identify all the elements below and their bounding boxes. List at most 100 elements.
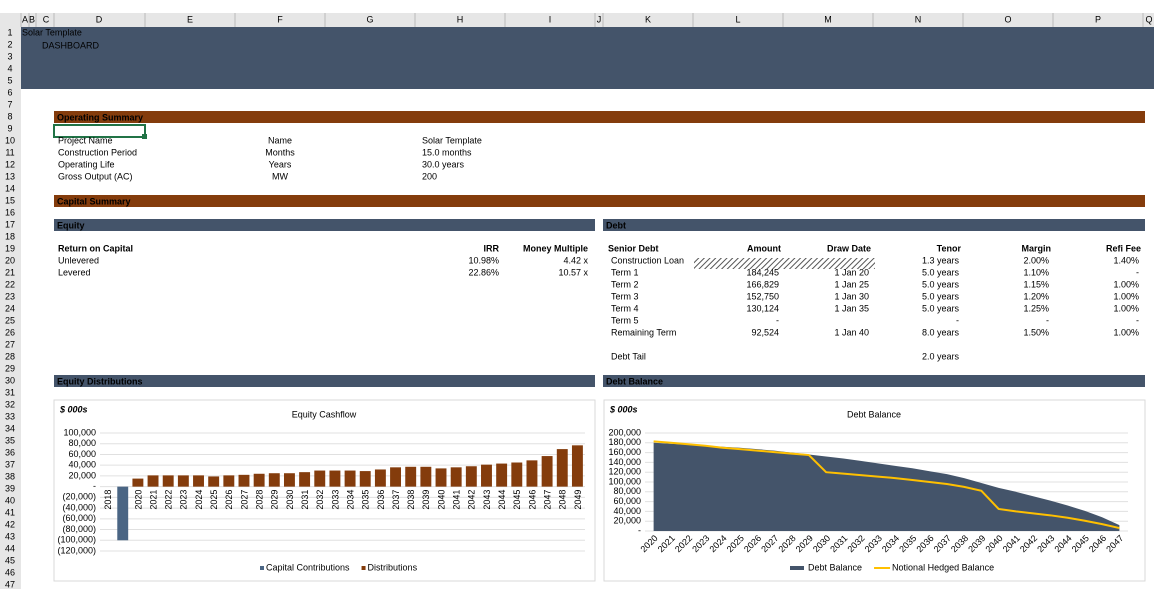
cell-text: 1.20% <box>1023 291 1049 301</box>
column-header: B <box>29 14 35 24</box>
cell-text: Remaining Term <box>611 327 676 337</box>
row-header: 24 <box>5 303 15 313</box>
x-tick-label: 2035 <box>361 490 371 510</box>
x-tick-label: 2029 <box>270 490 280 510</box>
y-tick-label: 20,000 <box>613 516 641 526</box>
column-header: E <box>187 14 193 24</box>
section-bar <box>54 111 1145 123</box>
cell-text: - <box>1136 267 1139 277</box>
bar <box>283 473 295 487</box>
bar <box>465 466 477 487</box>
row-header: 39 <box>5 483 15 493</box>
cell-text: 2.00% <box>1023 255 1049 265</box>
cell-text: Unlevered <box>58 255 99 265</box>
row-header: 15 <box>5 195 15 205</box>
table-title: Return on Capital <box>58 243 133 253</box>
y-tick-label: (100,000) <box>57 535 96 545</box>
section-heading: Equity Distributions <box>57 376 143 386</box>
row-header: 34 <box>5 423 15 433</box>
bar <box>177 475 189 487</box>
y-tick-label: 60,000 <box>613 496 641 506</box>
cell-text: 10.98% <box>468 255 499 265</box>
column-header: Q <box>1145 14 1152 24</box>
y-tick-label: 40,000 <box>68 460 96 470</box>
cell-text: 5.0 years <box>922 303 960 313</box>
bar <box>571 445 583 487</box>
x-tick-label: 2043 <box>482 490 492 510</box>
bar <box>405 466 417 487</box>
fill-handle[interactable] <box>142 134 147 139</box>
column-header: P <box>1095 14 1101 24</box>
chart-title: Debt Balance <box>847 409 901 419</box>
cell-text: 1 Jan 35 <box>834 303 869 313</box>
cell-text: Term 5 <box>611 315 639 325</box>
y-tick-label: 200,000 <box>608 427 641 437</box>
legend-swatch <box>361 566 366 570</box>
cell-text: 166,829 <box>746 279 779 289</box>
column-title: Senior Debt <box>608 243 659 253</box>
x-tick-label: 2041 <box>452 490 462 510</box>
y-tick-label: 80,000 <box>613 486 641 496</box>
row-header: 16 <box>5 207 15 217</box>
column-header: G <box>366 14 373 24</box>
row-header: 2 <box>7 39 12 49</box>
x-tick-label: 2027 <box>239 490 249 510</box>
section-bar <box>54 219 595 231</box>
row-header: 26 <box>5 327 15 337</box>
cell-text: Months <box>265 147 295 157</box>
x-tick-label: 2021 <box>148 490 158 510</box>
column-header: L <box>735 14 740 24</box>
y-tick-label: 100,000 <box>608 476 641 486</box>
y-tick-label: 60,000 <box>68 449 96 459</box>
y-tick-label: 100,000 <box>63 427 96 437</box>
bar <box>162 475 174 487</box>
chart-unit: $ 000s <box>59 404 88 414</box>
bar <box>314 470 326 487</box>
bar <box>223 475 235 487</box>
row-header: 10 <box>5 135 15 145</box>
cell-text: 1.40% <box>1113 255 1139 265</box>
column-header: H <box>457 14 464 24</box>
legend-label: Capital Contributions <box>266 562 350 572</box>
bar <box>390 467 402 487</box>
column-header: M <box>824 14 832 24</box>
x-tick-label: 2036 <box>376 490 386 510</box>
cell-text: 1 Jan 20 <box>834 267 869 277</box>
bar <box>238 474 250 487</box>
cell-text: 8.0 years <box>922 327 960 337</box>
bar <box>526 460 538 487</box>
cell-text: 1.50% <box>1023 327 1049 337</box>
x-tick-label: 2040 <box>436 490 446 510</box>
x-tick-label: 2025 <box>209 490 219 510</box>
cell-text: Term 2 <box>611 279 639 289</box>
row-header: 3 <box>7 51 12 61</box>
bar <box>481 464 492 487</box>
cell-text: - <box>1046 315 1049 325</box>
x-tick-label: 2042 <box>467 490 477 510</box>
y-tick-label: 120,000 <box>608 467 641 477</box>
cell-text: 5.0 years <box>922 291 960 301</box>
cell-text: 22.86% <box>468 267 499 277</box>
column-title: Tenor <box>937 243 962 253</box>
x-tick-label: 2039 <box>421 490 431 510</box>
y-tick-label: - <box>638 525 641 535</box>
row-header: 17 <box>5 219 15 229</box>
x-tick-label: 2028 <box>255 490 265 510</box>
bar <box>329 470 341 487</box>
x-tick-label: 2020 <box>133 490 143 510</box>
bar <box>450 467 462 487</box>
column-title: IRR <box>484 243 500 253</box>
section-bar <box>54 375 595 387</box>
row-header: 36 <box>5 447 15 457</box>
row-header: 22 <box>5 279 15 289</box>
cell-text: 5.0 years <box>922 279 960 289</box>
row-header: 7 <box>7 99 12 109</box>
row-header: 37 <box>5 459 15 469</box>
row-header: 11 <box>5 147 14 157</box>
cell-text: 184,245 <box>746 267 779 277</box>
row-header: 33 <box>5 411 15 421</box>
cell-text: 1 Jan 40 <box>834 327 869 337</box>
selected-cell[interactable] <box>53 124 146 138</box>
cell-text: 1.10% <box>1023 267 1049 277</box>
banner-title: Solar Template <box>22 27 82 37</box>
